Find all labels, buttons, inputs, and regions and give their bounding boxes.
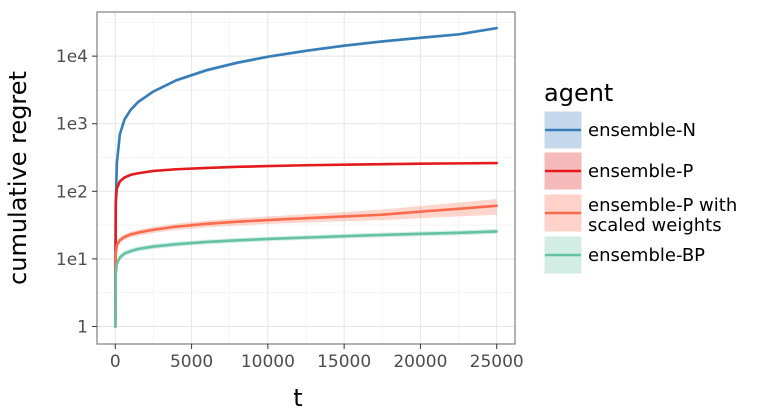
y-axis-ticks: 1 1e1 1e2 1e3 1e4 xyxy=(56,47,97,337)
series-lines xyxy=(114,26,498,328)
minor-grid xyxy=(97,12,515,344)
legend-key-3 xyxy=(543,235,583,275)
y-tick-label: 1e1 xyxy=(56,250,88,270)
legend: ensemble-N ensemble-P ensemble-P with scale… xyxy=(543,110,737,275)
y-tick-label: 1e4 xyxy=(56,47,88,67)
x-tick-label: 20000 xyxy=(393,352,447,372)
confidence-bands xyxy=(115,26,497,327)
plot-border xyxy=(96,11,516,345)
x-tick-label: 10000 xyxy=(241,352,295,372)
legend-label-3: ensemble-BP xyxy=(588,245,705,266)
series-line-2 xyxy=(114,204,498,328)
x-tick-label: 5000 xyxy=(170,352,213,372)
series-line-1 xyxy=(114,161,498,328)
y-axis-title: cumulative regret xyxy=(4,71,32,285)
y-tick-label: 1e3 xyxy=(56,115,88,135)
legend-label-1: ensemble-P xyxy=(588,161,693,182)
legend-label-0: ensemble-N xyxy=(588,120,696,141)
legend-title: agent xyxy=(544,79,613,107)
legend-label-2: ensemble-P with scaled weights xyxy=(588,195,737,236)
series-line-3 xyxy=(114,230,498,328)
y-tick-label: 1 xyxy=(77,317,88,337)
series-line-0 xyxy=(114,26,498,328)
x-axis-ticks: 0 5000 10000 15000 20000 25000 xyxy=(110,344,524,372)
legend-key-0 xyxy=(543,110,583,150)
x-axis-title: t xyxy=(293,384,302,408)
x-tick-label: 15000 xyxy=(317,352,371,372)
legend-key-2 xyxy=(543,193,583,233)
x-tick-label: 25000 xyxy=(470,352,524,372)
legend-key-1 xyxy=(543,151,583,191)
series-band-2 xyxy=(115,198,497,327)
y-tick-label: 1e2 xyxy=(56,182,88,202)
x-tick-label: 0 xyxy=(110,352,121,372)
